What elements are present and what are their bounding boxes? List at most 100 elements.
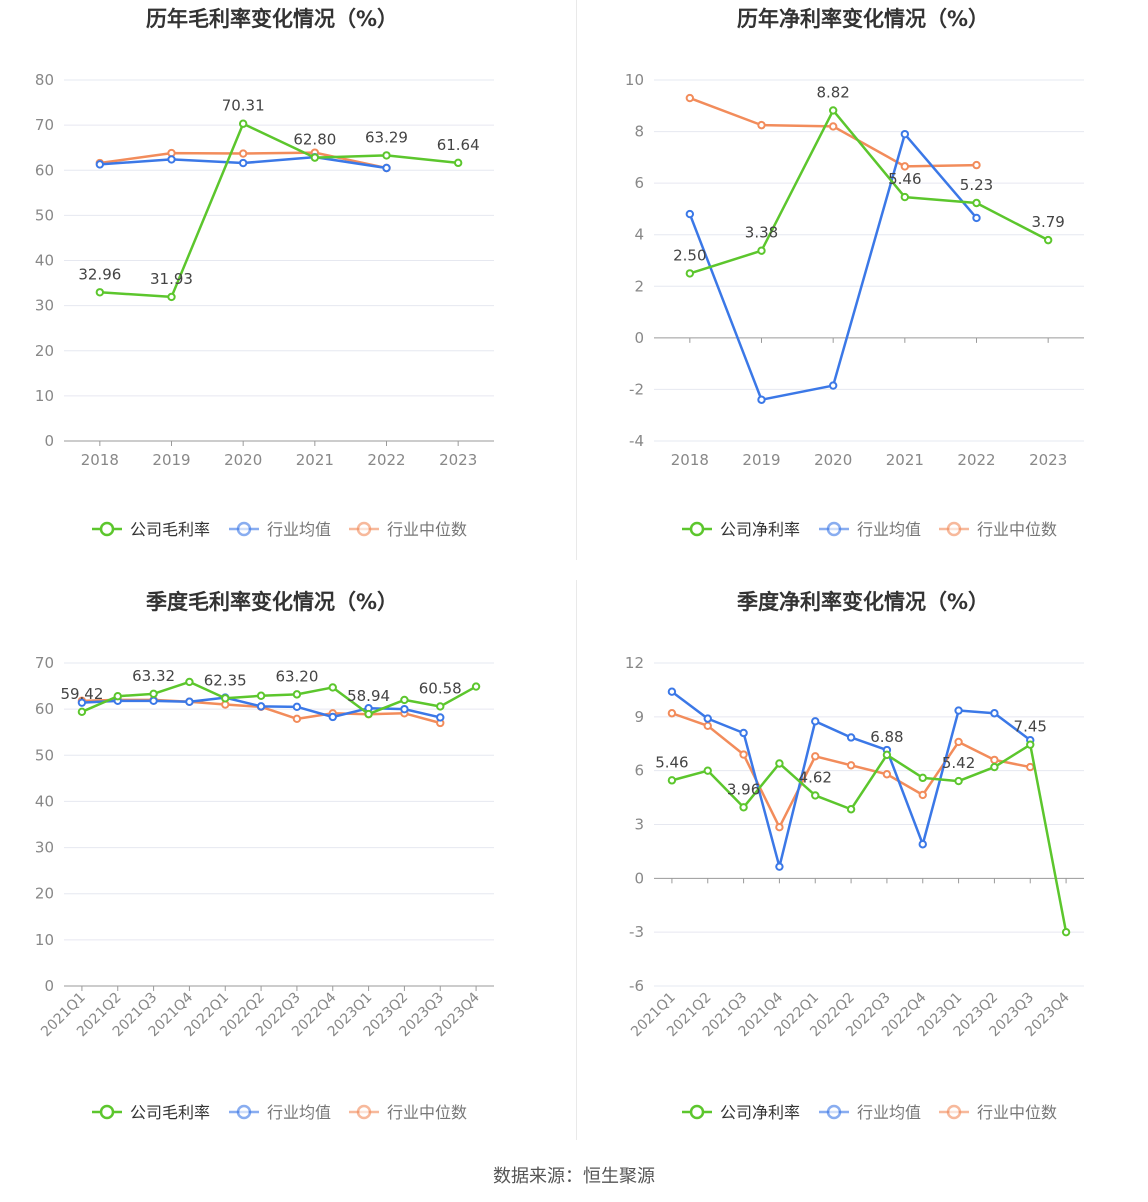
legend-marker-median bbox=[356, 1104, 372, 1120]
data-label: 58.94 bbox=[347, 687, 390, 705]
point-median bbox=[954, 737, 963, 747]
data-label: 8.82 bbox=[816, 83, 849, 101]
point-avg bbox=[685, 209, 695, 219]
y-tick-label: -3 bbox=[629, 923, 644, 941]
point-avg bbox=[828, 381, 838, 390]
y-tick-label: 70 bbox=[35, 116, 54, 134]
data-label: 62.35 bbox=[204, 671, 247, 689]
y-tick-label: 30 bbox=[35, 297, 54, 315]
y-tick-label: 40 bbox=[35, 792, 54, 810]
y-tick-label: 10 bbox=[625, 71, 644, 89]
y-tick-label: 60 bbox=[35, 161, 54, 179]
point-company bbox=[703, 766, 712, 775]
y-tick-label: 8 bbox=[634, 123, 644, 141]
point-company bbox=[972, 198, 981, 208]
point-avg bbox=[328, 712, 337, 722]
point-company bbox=[900, 192, 910, 202]
legend-label-median: 行业中位数 bbox=[977, 1103, 1057, 1122]
data-label: 6.88 bbox=[870, 728, 903, 746]
point-company bbox=[256, 691, 266, 700]
point-median bbox=[1026, 762, 1035, 772]
y-tick-label: 10 bbox=[35, 387, 54, 405]
chart-title: 历年净利率变化情况（%） bbox=[737, 7, 989, 31]
legend-marker-company bbox=[689, 521, 705, 537]
legend-marker-company bbox=[99, 521, 115, 537]
point-median bbox=[990, 755, 999, 765]
legend-marker-company bbox=[99, 1104, 115, 1120]
data-label: 63.29 bbox=[365, 128, 408, 146]
chart-title: 季度净利率变化情况（%） bbox=[737, 590, 989, 614]
y-tick-label: -6 bbox=[629, 977, 644, 995]
data-label: 60.58 bbox=[419, 679, 462, 697]
legend-label-median: 行业中位数 bbox=[387, 520, 467, 539]
point-avg bbox=[185, 697, 194, 706]
y-tick-label: 4 bbox=[634, 226, 644, 244]
point-company bbox=[113, 692, 122, 701]
point-median bbox=[685, 93, 695, 103]
chart-quarterly-gross-margin: 季度毛利率变化情况（%）0102030405060702021Q12021Q22… bbox=[35, 590, 494, 1122]
y-tick-label: 0 bbox=[634, 329, 644, 347]
point-company bbox=[882, 750, 892, 760]
y-tick-label: 20 bbox=[35, 342, 54, 360]
y-tick-label: 9 bbox=[634, 708, 644, 726]
point-median bbox=[900, 162, 910, 171]
data-label: 59.42 bbox=[60, 685, 103, 703]
point-avg bbox=[918, 840, 927, 849]
y-tick-label: 50 bbox=[35, 206, 54, 224]
point-company bbox=[221, 694, 230, 703]
point-avg bbox=[167, 155, 176, 164]
y-tick-label: 40 bbox=[35, 252, 54, 270]
data-label: 4.62 bbox=[799, 768, 832, 786]
point-company bbox=[436, 702, 445, 711]
point-avg bbox=[149, 696, 158, 706]
point-company bbox=[364, 709, 373, 719]
point-avg bbox=[400, 704, 409, 714]
legend-label-avg: 行业均值 bbox=[267, 1103, 331, 1122]
y-tick-label: -2 bbox=[629, 380, 644, 398]
point-avg bbox=[739, 728, 748, 738]
point-company bbox=[739, 803, 748, 812]
x-tick-label: 2018 bbox=[81, 451, 119, 469]
chart-annual-net-margin: 历年净利率变化情况（%） -4 -2 0 2 4 6 8 10 2018 2019 2020 2021 2… bbox=[625, 7, 1084, 539]
x-tick-label: 2018 bbox=[671, 451, 709, 469]
point-avg bbox=[292, 702, 302, 712]
point-avg bbox=[382, 163, 391, 173]
point-avg bbox=[436, 713, 445, 722]
x-tick-label: 2021 bbox=[886, 451, 924, 469]
point-company bbox=[757, 246, 766, 255]
point-company bbox=[328, 683, 337, 692]
point-avg bbox=[900, 129, 910, 139]
y-tick-label: 3 bbox=[634, 816, 644, 834]
point-company bbox=[238, 119, 248, 128]
point-company bbox=[685, 269, 695, 278]
point-median bbox=[972, 160, 981, 170]
data-label: 32.96 bbox=[78, 265, 121, 283]
data-label: 3.96 bbox=[727, 780, 760, 798]
legend-marker-median bbox=[946, 1104, 962, 1120]
x-tick-label: 2019 bbox=[742, 451, 780, 469]
point-median bbox=[757, 120, 766, 130]
chart-title: 历年毛利率变化情况（%） bbox=[146, 7, 398, 31]
point-median bbox=[238, 149, 248, 158]
point-avg bbox=[238, 158, 248, 168]
data-label: 7.45 bbox=[1014, 718, 1047, 736]
point-median bbox=[292, 714, 302, 724]
data-label: 5.46 bbox=[888, 170, 921, 188]
point-median bbox=[828, 122, 838, 131]
y-tick-label: 30 bbox=[35, 839, 54, 857]
point-company bbox=[453, 158, 463, 168]
point-company bbox=[310, 153, 320, 162]
point-avg bbox=[990, 709, 999, 718]
legend-label-median: 行业中位数 bbox=[977, 520, 1057, 539]
y-tick-label: 10 bbox=[35, 931, 54, 949]
data-label: 70.31 bbox=[222, 97, 265, 115]
point-company bbox=[185, 677, 194, 687]
y-tick-label: 2 bbox=[634, 277, 644, 295]
x-tick-label: 2022 bbox=[957, 451, 995, 469]
point-avg bbox=[703, 714, 712, 723]
legend-label-company: 公司净利率 bbox=[720, 1103, 800, 1122]
point-company bbox=[918, 773, 927, 783]
point-avg bbox=[811, 717, 820, 726]
point-company bbox=[167, 292, 176, 302]
point-avg bbox=[667, 687, 677, 696]
